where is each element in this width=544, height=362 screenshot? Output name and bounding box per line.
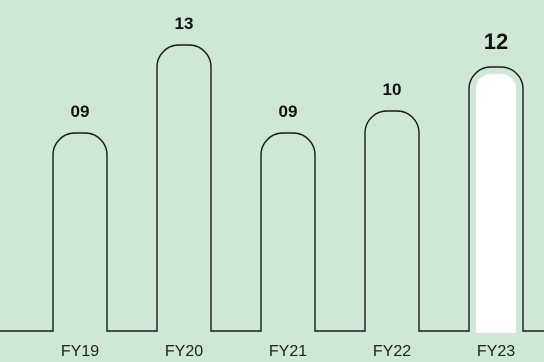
tick-label-fy23: FY23 — [477, 343, 515, 360]
value-label-fy20: 13 — [175, 14, 194, 33]
bar-fy22 — [365, 111, 419, 331]
bars-outline — [0, 44, 544, 332]
bar-fy23 — [476, 74, 516, 333]
value-label-fy23: 12 — [484, 29, 508, 54]
value-label-fy21: 09 — [279, 102, 298, 121]
bar-fy20 — [157, 45, 211, 331]
tick-label-fy22: FY22 — [373, 343, 411, 360]
value-label-fy22: 10 — [383, 80, 402, 99]
tick-label-fy21: FY21 — [269, 343, 307, 360]
bar-fy19 — [53, 133, 107, 331]
tick-label-fy20: FY20 — [165, 343, 203, 360]
tick-label-fy19: FY19 — [61, 343, 99, 360]
bar-fy21 — [261, 133, 315, 331]
value-label-fy19: 09 — [71, 102, 90, 121]
